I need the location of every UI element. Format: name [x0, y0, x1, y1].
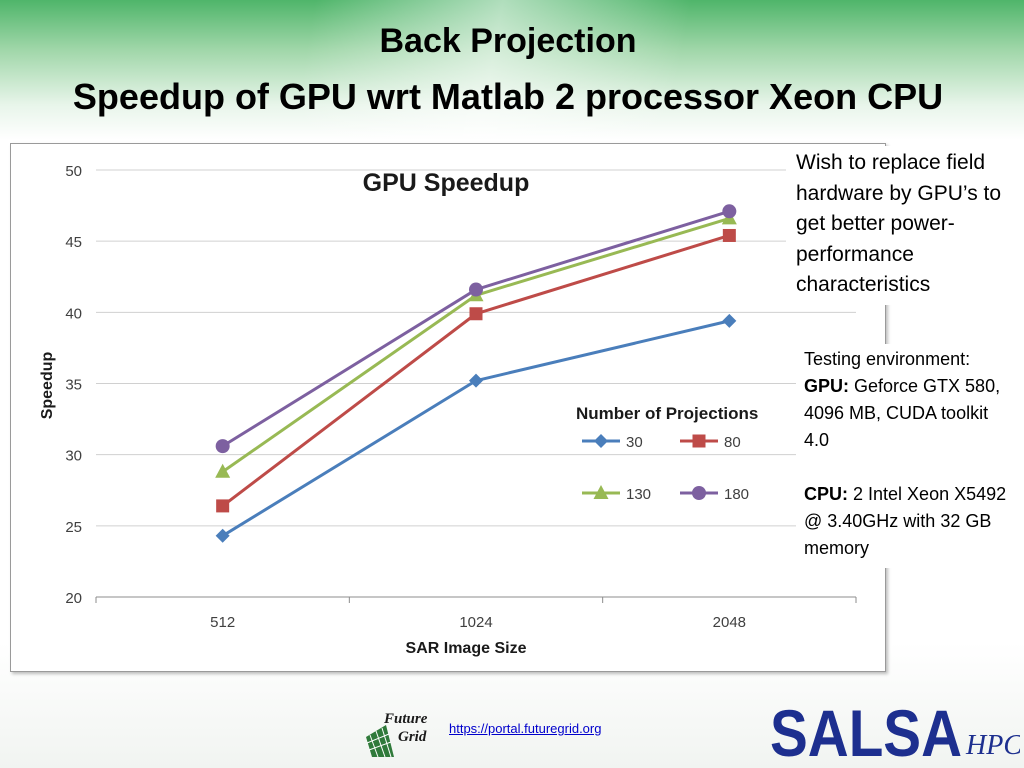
data-point-80-2048	[722, 228, 736, 242]
series-line-30	[221, 319, 730, 538]
y-tick-label-25: 25	[65, 519, 82, 536]
env-cpu-label: CPU:	[804, 484, 848, 504]
chart-frame	[10, 143, 886, 672]
x-tick-label-1024: 1024	[459, 614, 492, 631]
futuregrid-logo: Future Grid	[366, 711, 428, 758]
env-gpu-value: Geforce GTX 580, 4096 MB, CUDA toolkit 4…	[804, 376, 1001, 450]
salsa-hpc-logo: SALSA HPC	[770, 698, 1020, 762]
futuregrid-logo-text1: Future	[383, 711, 428, 727]
data-point-180-512	[215, 439, 230, 454]
data-point-30-512	[215, 528, 230, 543]
x-tick-label-2048: 2048	[713, 614, 746, 631]
data-point-130-512	[215, 463, 231, 478]
env-cpu: CPU: 2 Intel Xeon X5492 @ 3.40GHz with 3…	[804, 481, 1016, 562]
legend-marker-180	[692, 486, 706, 500]
data-point-30-2048	[722, 313, 737, 328]
env-spacer	[804, 454, 1016, 481]
y-tick-label-50: 50	[65, 163, 82, 180]
salsa-logo-text: SALSA	[770, 698, 962, 762]
legend-marker-130	[593, 485, 609, 499]
data-point-180-1024	[469, 282, 483, 297]
env-gpu: GPU: Geforce GTX 580, 4096 MB, CUDA tool…	[804, 373, 1016, 454]
legend-label-80: 80	[724, 434, 741, 451]
legend-marker-80	[692, 434, 706, 448]
slide-background-streak	[0, 0, 1024, 140]
legend-label-180: 180	[724, 486, 749, 503]
env-heading: Testing environment:	[804, 349, 971, 369]
y-tick-label-45: 45	[65, 234, 82, 251]
data-point-30-1024	[469, 373, 483, 388]
y-tick-label-30: 30	[65, 448, 82, 465]
legend-label-30: 30	[626, 434, 643, 451]
legend-title: Number of Projections	[576, 404, 758, 423]
series-line-80	[221, 234, 730, 508]
x-tick-label-512: 512	[210, 614, 235, 631]
env-gpu-label: GPU:	[804, 376, 849, 396]
series-line-130	[221, 216, 730, 473]
futuregrid-logo-text2: Grid	[398, 729, 427, 745]
side-note: Wish to replace field hardware by GPU’s …	[786, 146, 1021, 305]
y-tick-label-20: 20	[65, 590, 82, 607]
data-point-80-1024	[469, 307, 483, 321]
legend-marker-30	[594, 434, 608, 448]
testing-environment: Testing environment: GPU: Geforce GTX 58…	[796, 344, 1016, 568]
data-point-80-512	[216, 499, 230, 513]
chart-title: GPU Speedup	[363, 169, 530, 197]
y-tick-label-35: 35	[65, 377, 82, 394]
y-tick-label-40: 40	[65, 305, 82, 322]
slide-title-line2: Speedup of GPU wrt Matlab 2 processor Xe…	[72, 76, 944, 117]
gpu-speedup-chart: 20 25 30 35 40 45 50 512 1024 2048 GPU Speedup SAR …	[39, 163, 857, 657]
x-axis-label: SAR Image Size	[406, 640, 527, 657]
data-point-180-2048	[722, 204, 737, 219]
futuregrid-portal-link[interactable]: https://portal.futuregrid.org	[449, 721, 602, 736]
y-axis-label: Speedup	[39, 351, 56, 419]
env-cpu-value: 2 Intel Xeon X5492 @ 3.40GHz with 32 GB …	[804, 484, 1007, 558]
legend-label-130: 130	[626, 486, 651, 503]
salsa-logo-suffix: HPC	[965, 730, 1020, 761]
slide-title-line1: Back Projection	[379, 22, 637, 60]
